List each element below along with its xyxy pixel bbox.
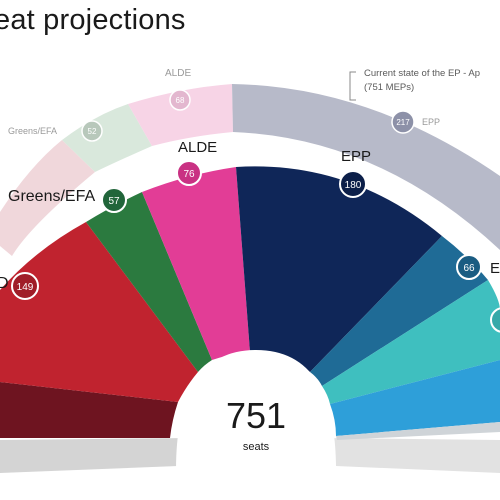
badge-alde: 76 (176, 160, 202, 186)
badge-outer-alde-value: 68 (176, 96, 185, 105)
label-outer-greens: Greens/EFA (8, 126, 57, 136)
segment-alde (142, 167, 250, 360)
badge-outer-epp: 217 (391, 110, 415, 134)
segment-d (0, 222, 198, 402)
badge-outer-epp-value: 217 (396, 118, 410, 127)
badge-greens-efa-value: 57 (108, 196, 120, 207)
annotation-line1: Current state of the EP - Ap (364, 68, 480, 79)
badge-cyan-partial (490, 307, 500, 333)
badge-d-value: 149 (17, 282, 34, 293)
center-hole (176, 350, 336, 470)
outer-segment-epp (232, 84, 500, 250)
current-state-ring (0, 84, 500, 256)
segment-greens-efa (86, 192, 212, 372)
projection-hemicycle (0, 166, 500, 470)
annotation-bracket (349, 71, 356, 101)
outer-segment-alde (128, 84, 233, 146)
segment-cyan (322, 280, 500, 404)
segment-light-grey (336, 422, 500, 440)
badge-outer-greens-value: 52 (88, 127, 97, 136)
label-d: D (0, 275, 9, 292)
outer-band-base (0, 438, 190, 473)
outer-segment-greens-efa (62, 104, 152, 172)
badge-e-value: 66 (463, 263, 475, 274)
label-outer-epp: EPP (422, 117, 440, 127)
outer-band-base-right (324, 438, 500, 473)
badge-d: 149 (11, 272, 39, 300)
label-e: E (490, 260, 500, 277)
badge-alde-value: 76 (183, 169, 195, 180)
label-outer-alde: ALDE (165, 68, 191, 79)
label-alde: ALDE (178, 139, 217, 156)
annotation-line2: (751 MEPs) (364, 82, 414, 93)
outer-segment-left (0, 140, 95, 256)
segment-epp (236, 166, 442, 372)
center-seat-count: 751 (226, 395, 286, 436)
label-epp: EPP (341, 148, 371, 165)
segment-dark-red (0, 382, 178, 438)
badge-epp-value: 180 (345, 180, 362, 191)
badge-greens-efa: 57 (101, 187, 127, 213)
segment-e (310, 236, 488, 386)
badge-outer-greens: 52 (81, 120, 103, 142)
chart-title: eat projections (0, 4, 186, 36)
badge-outer-alde: 68 (169, 89, 191, 111)
badge-e: 66 (456, 254, 482, 280)
label-greens-efa: Greens/EFA (8, 188, 95, 205)
center-seat-unit: seats (243, 441, 270, 453)
badge-epp: 180 (339, 170, 367, 198)
segment-blue (330, 360, 500, 436)
